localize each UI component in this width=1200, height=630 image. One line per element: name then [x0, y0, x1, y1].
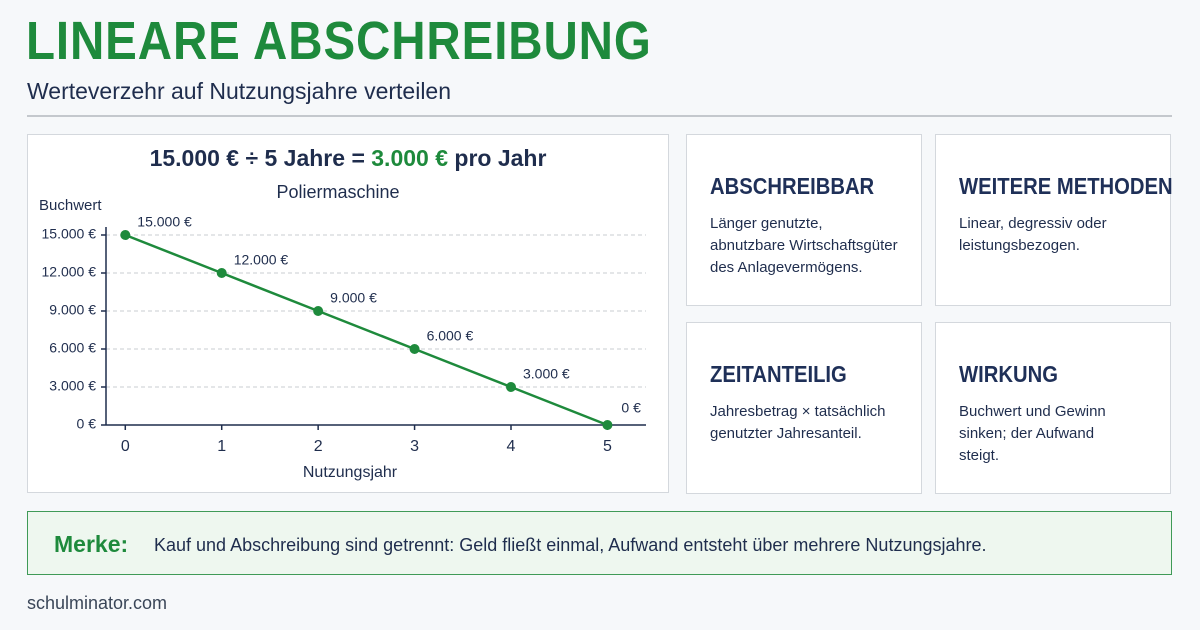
card-line: steigt.: [959, 447, 1000, 464]
x-tick-label: 4: [507, 438, 516, 455]
card-line: genutzter Jahresanteil.: [710, 425, 862, 442]
card-text: Linear, degressiv oder leistungsbezogen.: [959, 213, 1107, 257]
x-tick-label: 0: [121, 438, 130, 455]
info-card: WEITERE METHODEN Linear, degressiv oder le…: [935, 134, 1173, 306]
y-tick-label: 15.000 €: [42, 226, 97, 242]
value-label: 3.000 €: [523, 366, 570, 382]
card-line: des Anlagevermögens.: [710, 259, 863, 276]
value-label: 6.000 €: [427, 328, 474, 344]
x-tick-label: 2: [314, 438, 323, 455]
formula-right: pro Jahr: [454, 145, 546, 171]
merke-text: Kauf und Abschreibung sind getrennt: Gel…: [154, 535, 987, 555]
y-tick-label: 0 €: [77, 416, 97, 432]
card-text: Buchwert und Gewinn sinken; der Aufwand st…: [959, 401, 1106, 467]
y-axis-label: Buchwert: [39, 197, 102, 214]
footer: schulminator.com: [27, 593, 168, 613]
title: LINEARE ABSCHREIBUNG: [26, 11, 652, 71]
info-card: ABSCHREIBBAR Länger genutzte, abnutzbare W…: [686, 134, 922, 306]
line: [124, 233, 608, 427]
info-card: WIRKUNG Buchwert und Gewinn sinken; der Au…: [935, 322, 1171, 494]
x-tick-label: 5: [603, 438, 612, 455]
value-label: 9.000 €: [330, 290, 377, 306]
subtitle: Werteverzehr auf Nutzungsjahre verteilen: [27, 78, 452, 104]
x-tick-label: 3: [410, 438, 419, 455]
chart-title: Poliermaschine: [276, 182, 399, 202]
x-axis-label: Nutzungsjahr: [303, 464, 398, 481]
card-title: WIRKUNG: [959, 361, 1058, 387]
point: [409, 344, 420, 354]
info-card: ZEITANTEILIG Jahresbetrag × tatsächlich ge…: [686, 322, 922, 494]
merke-box: Merke: Kauf und Abschreibung sind getren…: [27, 511, 1172, 575]
card-text: Jahresbetrag × tatsächlich genutzter Jahr…: [710, 401, 886, 445]
card-line: Länger genutzte,: [710, 215, 823, 232]
chart: 15.000 € ÷ 5 Jahre = 3.000 € pro Jahr Po…: [39, 145, 646, 481]
card-title: ABSCHREIBBAR: [710, 173, 875, 199]
formula-result: 3.000 €: [371, 145, 448, 171]
merke-label: Merke:: [54, 531, 129, 557]
value-label: 12.000 €: [234, 252, 289, 268]
card-line: leistungsbezogen.: [959, 237, 1080, 254]
card-title: ZEITANTEILIG: [710, 361, 847, 387]
formula: 15.000 € ÷ 5 Jahre = 3.000 € pro Jahr: [150, 145, 547, 171]
card-text: Länger genutzte, abnutzbare Wirtschaftsgü…: [710, 213, 898, 279]
card-line: Linear, degressiv oder: [959, 215, 1107, 232]
y-tick-label: 12.000 €: [42, 264, 97, 280]
y-tick-label: 3.000 €: [49, 378, 96, 394]
formula-left: 15.000 € ÷ 5 Jahre =: [150, 145, 365, 171]
point: [120, 230, 131, 240]
point: [313, 306, 324, 316]
chart-panel: 15.000 € ÷ 5 Jahre = 3.000 € pro Jahr Po…: [27, 134, 669, 493]
value-label: 0 €: [621, 400, 641, 416]
x-tick-label: 1: [217, 438, 226, 455]
divider: [27, 115, 1172, 117]
card-line: Buchwert und Gewinn: [959, 403, 1106, 420]
y-tick-label: 6.000 €: [49, 340, 96, 356]
point: [216, 268, 227, 278]
card-line: Jahresbetrag × tatsächlich: [710, 403, 886, 420]
value-label: 15.000 €: [137, 214, 192, 230]
y-tick-label: 9.000 €: [49, 302, 96, 318]
point: [602, 420, 613, 430]
point: [506, 382, 516, 392]
card-line: abnutzbare Wirtschaftsgüter: [710, 237, 898, 254]
card-title: WEITERE METHODEN: [959, 173, 1173, 199]
card-line: sinken; der Aufwand: [959, 425, 1095, 442]
